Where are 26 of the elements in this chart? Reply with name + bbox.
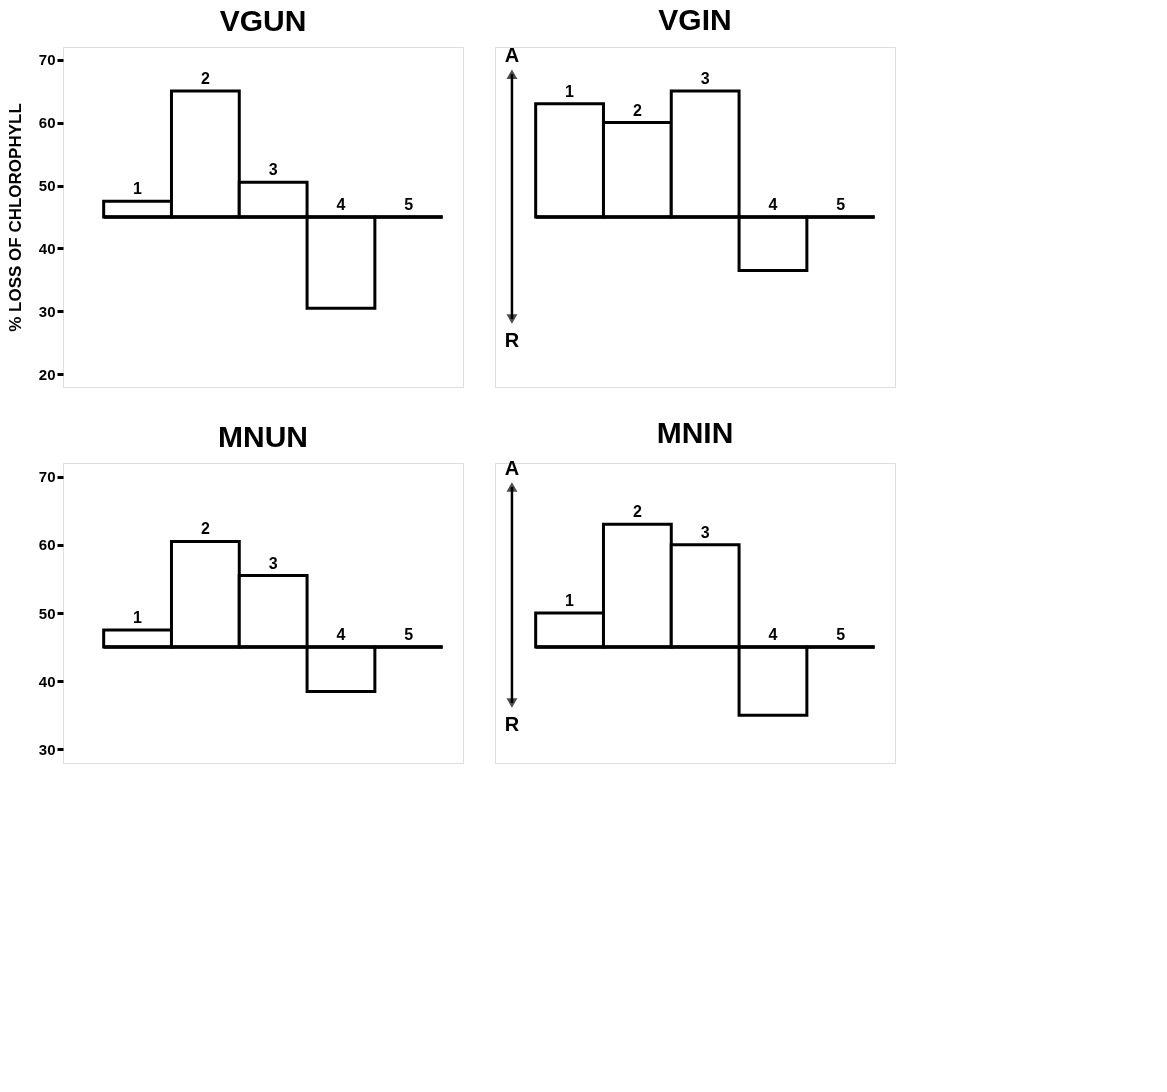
category-label: 1 <box>565 592 575 609</box>
category-label: 2 <box>632 503 642 521</box>
y-tick-label: 20 <box>38 365 56 383</box>
y-tick-label: 70 <box>38 51 56 69</box>
y-tick-label: 50 <box>38 604 56 622</box>
y-tick-label: 40 <box>38 672 56 690</box>
y-tick-label: 50 <box>38 177 56 195</box>
chart-title: VGUN <box>219 4 307 37</box>
y-tick-label: 60 <box>38 114 56 132</box>
y-tick-label: 30 <box>38 302 56 320</box>
y-axis-title: % LOSS OF CHLOROPHYLL <box>5 103 25 332</box>
category-label: 1 <box>565 82 575 100</box>
category-label: 3 <box>700 70 710 88</box>
category-label: 2 <box>632 101 642 119</box>
annotation: R <box>504 713 520 735</box>
y-tick-label: 40 <box>38 239 56 257</box>
annotation: A <box>504 457 520 479</box>
y-tick-label: 60 <box>38 536 56 554</box>
chart-title: MNUN <box>218 420 308 453</box>
y-tick-label: 70 <box>38 468 56 486</box>
annotation: R <box>504 329 520 351</box>
y-tick-label: 30 <box>38 740 56 758</box>
category-label: 3 <box>700 523 710 541</box>
annotation: A <box>504 44 520 67</box>
chart-title: MNIN <box>656 416 734 449</box>
chart-title: VGIN <box>658 3 732 37</box>
